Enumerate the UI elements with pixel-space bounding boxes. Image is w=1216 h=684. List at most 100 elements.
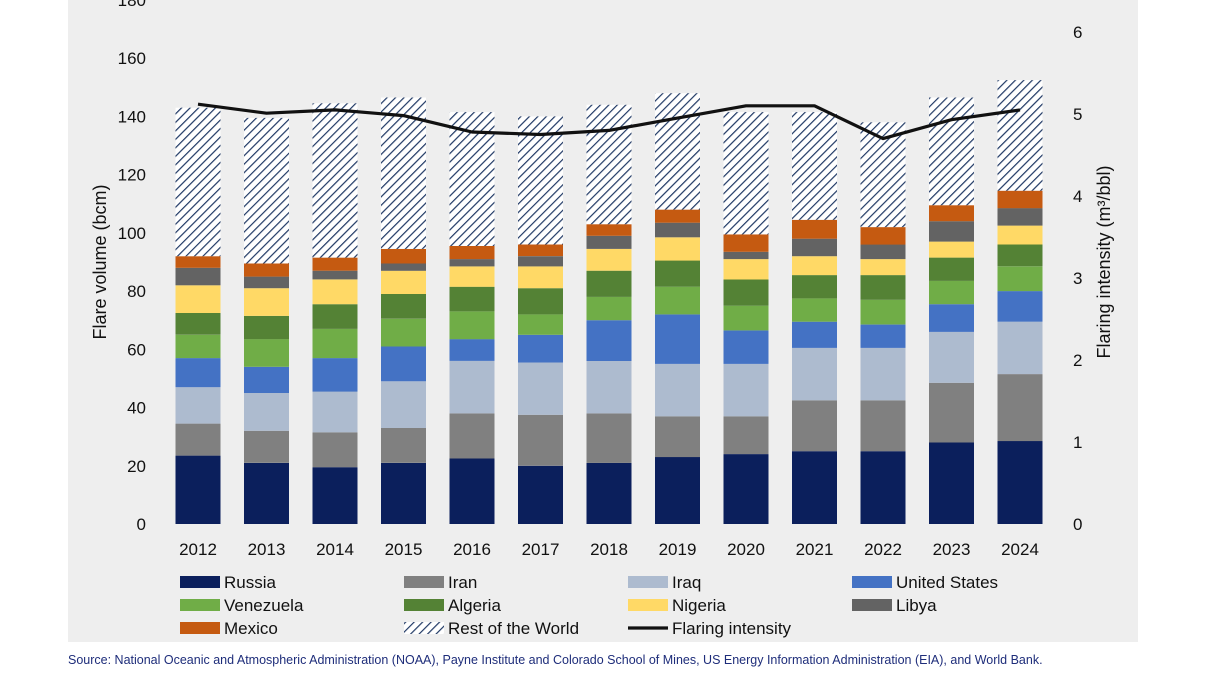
bar-nigeria-2012 — [175, 285, 221, 313]
bar-iran-2017 — [518, 414, 563, 466]
bar-rest-of-the-world-2017 — [518, 116, 563, 245]
bar-russia-2024 — [997, 441, 1043, 524]
bar-iraq-2022 — [860, 347, 906, 401]
bar-algeria-2024 — [997, 244, 1043, 267]
bar-mexico-2022 — [860, 227, 906, 245]
y2-tick-3: 3 — [1073, 269, 1082, 288]
x-tick-labels: 2012 2013 2014 2015 2016 2017 2018 2019 2020 2021… — [179, 540, 1039, 559]
legend-item-united-states: United States — [852, 573, 998, 592]
bar-russia-2020 — [723, 454, 769, 524]
bar-libya-2017 — [518, 256, 563, 267]
y2-tick-1: 1 — [1073, 433, 1082, 452]
legend-label-libya: Libya — [896, 596, 937, 615]
bar-united-states-2013 — [244, 366, 289, 393]
legend-swatch-rest-of-the-world — [404, 622, 444, 634]
legend-swatch-united-states — [852, 576, 892, 588]
bar-mexico-2024 — [997, 190, 1043, 209]
bar-iraq-2023 — [929, 331, 974, 383]
bar-rest-of-the-world-2013 — [244, 117, 289, 264]
bar-venezuela-2022 — [860, 299, 906, 325]
bar-mexico-2013 — [244, 263, 289, 277]
bar-iraq-2021 — [792, 347, 837, 401]
bar-algeria-2018 — [586, 270, 632, 297]
bars-group — [175, 80, 1043, 524]
legend-item-nigeria: Nigeria — [628, 596, 726, 615]
bar-mexico-2014 — [312, 257, 358, 271]
bar-iran-2013 — [244, 430, 289, 463]
legend-label-rest-of-the-world: Rest of the World — [448, 619, 579, 638]
bar-iran-2020 — [723, 416, 769, 455]
legend-label-mexico: Mexico — [224, 619, 278, 638]
bar-united-states-2017 — [518, 334, 563, 363]
bar-united-states-2021 — [792, 321, 837, 348]
bar-nigeria-2014 — [312, 279, 358, 305]
bar-iraq-2019 — [655, 363, 700, 417]
bar-libya-2014 — [312, 270, 358, 280]
bar-united-states-2014 — [312, 358, 358, 392]
bar-iraq-2018 — [586, 361, 632, 414]
bar-venezuela-2014 — [312, 329, 358, 359]
bar-libya-2013 — [244, 276, 289, 289]
bar-mexico-2015 — [381, 248, 426, 264]
x-tick-2022: 2022 — [864, 540, 902, 559]
bar-mexico-2023 — [929, 205, 974, 222]
bar-russia-2013 — [244, 462, 289, 524]
legend-item-mexico: Mexico — [180, 619, 278, 638]
bar-venezuela-2017 — [518, 314, 563, 335]
bar-nigeria-2016 — [449, 266, 495, 287]
bar-libya-2021 — [792, 238, 837, 257]
bar-algeria-2012 — [175, 312, 221, 335]
bar-rest-of-the-world-2015 — [381, 97, 426, 249]
y-tick-140: 140 — [118, 107, 146, 126]
bar-algeria-2015 — [381, 294, 426, 319]
bar-algeria-2021 — [792, 275, 837, 299]
y-tick-60: 60 — [127, 340, 146, 359]
bar-iran-2015 — [381, 427, 426, 463]
y-tick-180: 180 — [118, 0, 146, 10]
bar-rest-of-the-world-2016 — [449, 112, 495, 246]
bar-united-states-2022 — [860, 324, 906, 348]
bar-mexico-2012 — [175, 256, 221, 268]
legend-swatch-iran — [404, 576, 444, 588]
bar-russia-2017 — [518, 465, 563, 524]
bar-libya-2019 — [655, 222, 700, 238]
bar-nigeria-2024 — [997, 225, 1043, 245]
bar-venezuela-2020 — [723, 305, 769, 331]
bar-russia-2016 — [449, 458, 495, 524]
y2-tick-2: 2 — [1073, 351, 1082, 370]
legend-swatch-algeria — [404, 599, 444, 611]
bar-libya-2018 — [586, 235, 632, 249]
bar-russia-2022 — [860, 451, 906, 524]
legend: Russia Iran Iraq United States Venezuela Alge… — [180, 573, 998, 638]
legend-label-united-states: United States — [896, 573, 998, 592]
legend-label-nigeria: Nigeria — [672, 596, 726, 615]
x-tick-2021: 2021 — [796, 540, 834, 559]
bar-algeria-2014 — [312, 304, 358, 329]
legend-label-venezuela: Venezuela — [224, 596, 304, 615]
legend-item-iran: Iran — [404, 573, 477, 592]
x-tick-2016: 2016 — [453, 540, 491, 559]
bar-venezuela-2021 — [792, 298, 837, 322]
y2-tick-0: 0 — [1073, 515, 1082, 534]
chart-panel: 2012 2013 2014 2015 2016 2017 2018 2019 2020 2021… — [68, 0, 1138, 642]
bar-libya-2024 — [997, 208, 1043, 226]
bar-iraq-2014 — [312, 391, 358, 433]
flare-volume-chart: 2012 2013 2014 2015 2016 2017 2018 2019 2020 2021… — [90, 0, 1114, 638]
y-tick-20: 20 — [127, 457, 146, 476]
bar-mexico-2019 — [655, 209, 700, 223]
bar-united-states-2023 — [929, 304, 974, 332]
bar-nigeria-2019 — [655, 237, 700, 261]
legend-item-rest-of-the-world: Rest of the World — [404, 619, 579, 638]
legend-label-iraq: Iraq — [672, 573, 701, 592]
bar-rest-of-the-world-2021 — [792, 112, 837, 220]
legend-swatch-iraq — [628, 576, 668, 588]
bar-algeria-2020 — [723, 279, 769, 306]
legend-swatch-nigeria — [628, 599, 668, 611]
intensity-line-group — [197, 102, 1021, 141]
bar-united-states-2015 — [381, 346, 426, 382]
bar-iraq-2017 — [518, 362, 563, 415]
bar-russia-2015 — [381, 462, 426, 524]
bar-russia-2021 — [792, 451, 837, 524]
y2-tick-6: 6 — [1073, 23, 1082, 42]
bar-venezuela-2013 — [244, 339, 289, 367]
